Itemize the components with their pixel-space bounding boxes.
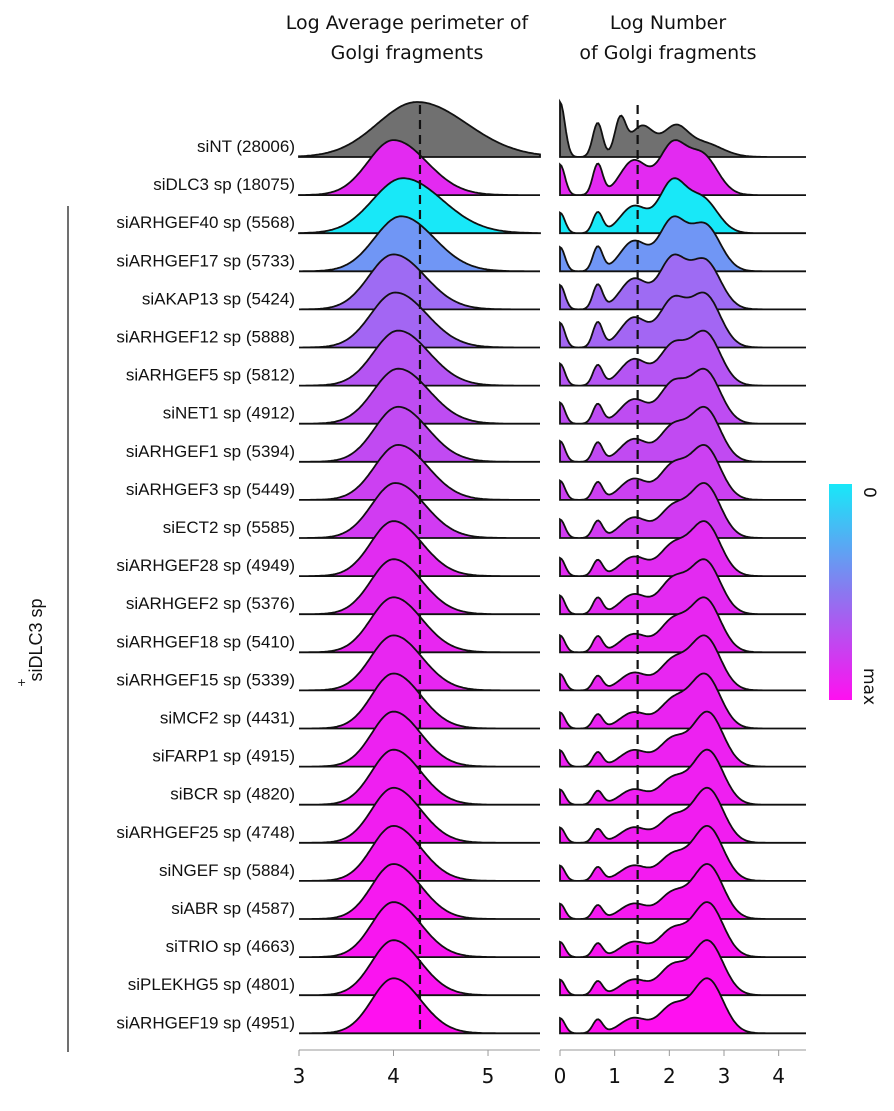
- row-label: siABR sp (4587): [171, 899, 295, 918]
- row-label: siECT2 sp (5585): [163, 518, 295, 537]
- right-panel-ridge-7: [559, 367, 806, 425]
- group-plus-sign: +: [17, 676, 26, 689]
- colorbar: [829, 484, 852, 700]
- left-panel-tick-label: 3: [293, 1064, 306, 1088]
- row-label: siARHGEF15 sp (5339): [116, 670, 295, 689]
- row-label: siARHGEF18 sp (5410): [116, 632, 295, 651]
- right-panel-ridge-2: [559, 177, 806, 235]
- row-label: siARHGEF12 sp (5888): [116, 328, 295, 347]
- left-panel-tick-label: 5: [482, 1064, 495, 1088]
- row-label: siARHGEF5 sp (5812): [126, 366, 295, 385]
- row-label: siBCR sp (4820): [170, 785, 295, 804]
- row-label: siARHGEF2 sp (5376): [126, 594, 295, 613]
- right-panel-ridge-12: [559, 558, 806, 616]
- left-panel-ridge-0: [298, 101, 541, 158]
- right-panel-ridge-14: [559, 634, 806, 692]
- right-panel-ridge-21: [559, 901, 806, 958]
- right-panel-ridge-9: [559, 443, 806, 501]
- left-x-axis-ticks: 3 4 5: [293, 1049, 540, 1088]
- left-panel-ridge-6: [299, 329, 540, 387]
- right-panel-tick-label: 0: [554, 1064, 567, 1088]
- right-panel-ridge-17: [559, 748, 806, 806]
- right-panel-ridge-11: [559, 520, 806, 577]
- colorbar-bottom-label: max: [859, 668, 879, 705]
- right-panel-ridge-22: [559, 939, 806, 997]
- right-panel-ridge-1: [559, 139, 806, 196]
- row-label: siARHGEF28 sp (4949): [116, 556, 295, 575]
- right-panel-ridge-13: [559, 596, 806, 654]
- right-x-axis-ticks: 0 1 2 3 4: [554, 1049, 806, 1088]
- group-label: siDLC3 sp: [26, 598, 46, 681]
- colorbar-top-label: 0: [859, 487, 879, 498]
- right-panel-ridge-19: [559, 825, 806, 882]
- row-label: siDLC3 sp (18075): [153, 175, 295, 194]
- right-panel-tick-label: 2: [663, 1064, 676, 1088]
- left-panel-title-line1: Log Average perimeter of: [286, 12, 530, 34]
- row-label: siMCF2 sp (4431): [160, 709, 295, 728]
- right-panel-ridge-5: [559, 291, 806, 349]
- left-ridgeline-panel: [298, 101, 541, 1035]
- row-label: siFARP1 sp (4915): [152, 747, 295, 766]
- right-panel-title-line1: Log Number: [610, 12, 726, 34]
- right-panel-ridge-18: [559, 786, 806, 844]
- row-label: siARHGEF40 sp (5568): [116, 213, 295, 232]
- row-label: siNGEF sp (5884): [159, 861, 295, 880]
- right-panel-ridge-15: [559, 672, 806, 730]
- row-label: siPLEKHG5 sp (4801): [128, 975, 295, 994]
- row-label: siARHGEF17 sp (5733): [116, 251, 295, 270]
- row-label: siARHGEF19 sp (4951): [116, 1013, 295, 1032]
- left-panel-tick-label: 4: [387, 1064, 400, 1088]
- right-panel-ridge-16: [559, 710, 806, 768]
- right-panel-ridge-20: [559, 863, 806, 920]
- right-panel-tick-label: 1: [608, 1064, 621, 1088]
- row-labels: siNT (28006) siDLC3 sp (18075) siARHGEF40 …: [116, 137, 295, 1032]
- row-label: siARHGEF1 sp (5394): [126, 442, 295, 461]
- right-panel-ridge-4: [559, 253, 806, 311]
- row-label: siARHGEF3 sp (5449): [126, 480, 295, 499]
- right-panel-ridge-0: [559, 98, 806, 158]
- row-label: siAKAP13 sp (5424): [142, 289, 295, 308]
- row-label: siNET1 sp (4912): [163, 404, 295, 423]
- row-label: siNT (28006): [197, 137, 295, 156]
- row-label: siTRIO sp (4663): [166, 937, 295, 956]
- right-panel-ridge-8: [559, 405, 806, 463]
- right-panel-ridge-3: [559, 215, 806, 273]
- right-ridgeline-panel: [559, 98, 806, 1035]
- right-panel-tick-label: 3: [718, 1064, 731, 1088]
- row-label: siARHGEF25 sp (4748): [116, 823, 295, 842]
- right-panel-ridge-10: [559, 482, 806, 539]
- right-panel-title-line2: of Golgi fragments: [579, 42, 756, 64]
- right-panel-tick-label: 4: [772, 1064, 785, 1088]
- right-panel-ridge-6: [559, 329, 806, 387]
- right-panel-ridge-23: [559, 977, 806, 1035]
- left-panel-title-line2: Golgi fragments: [331, 42, 484, 64]
